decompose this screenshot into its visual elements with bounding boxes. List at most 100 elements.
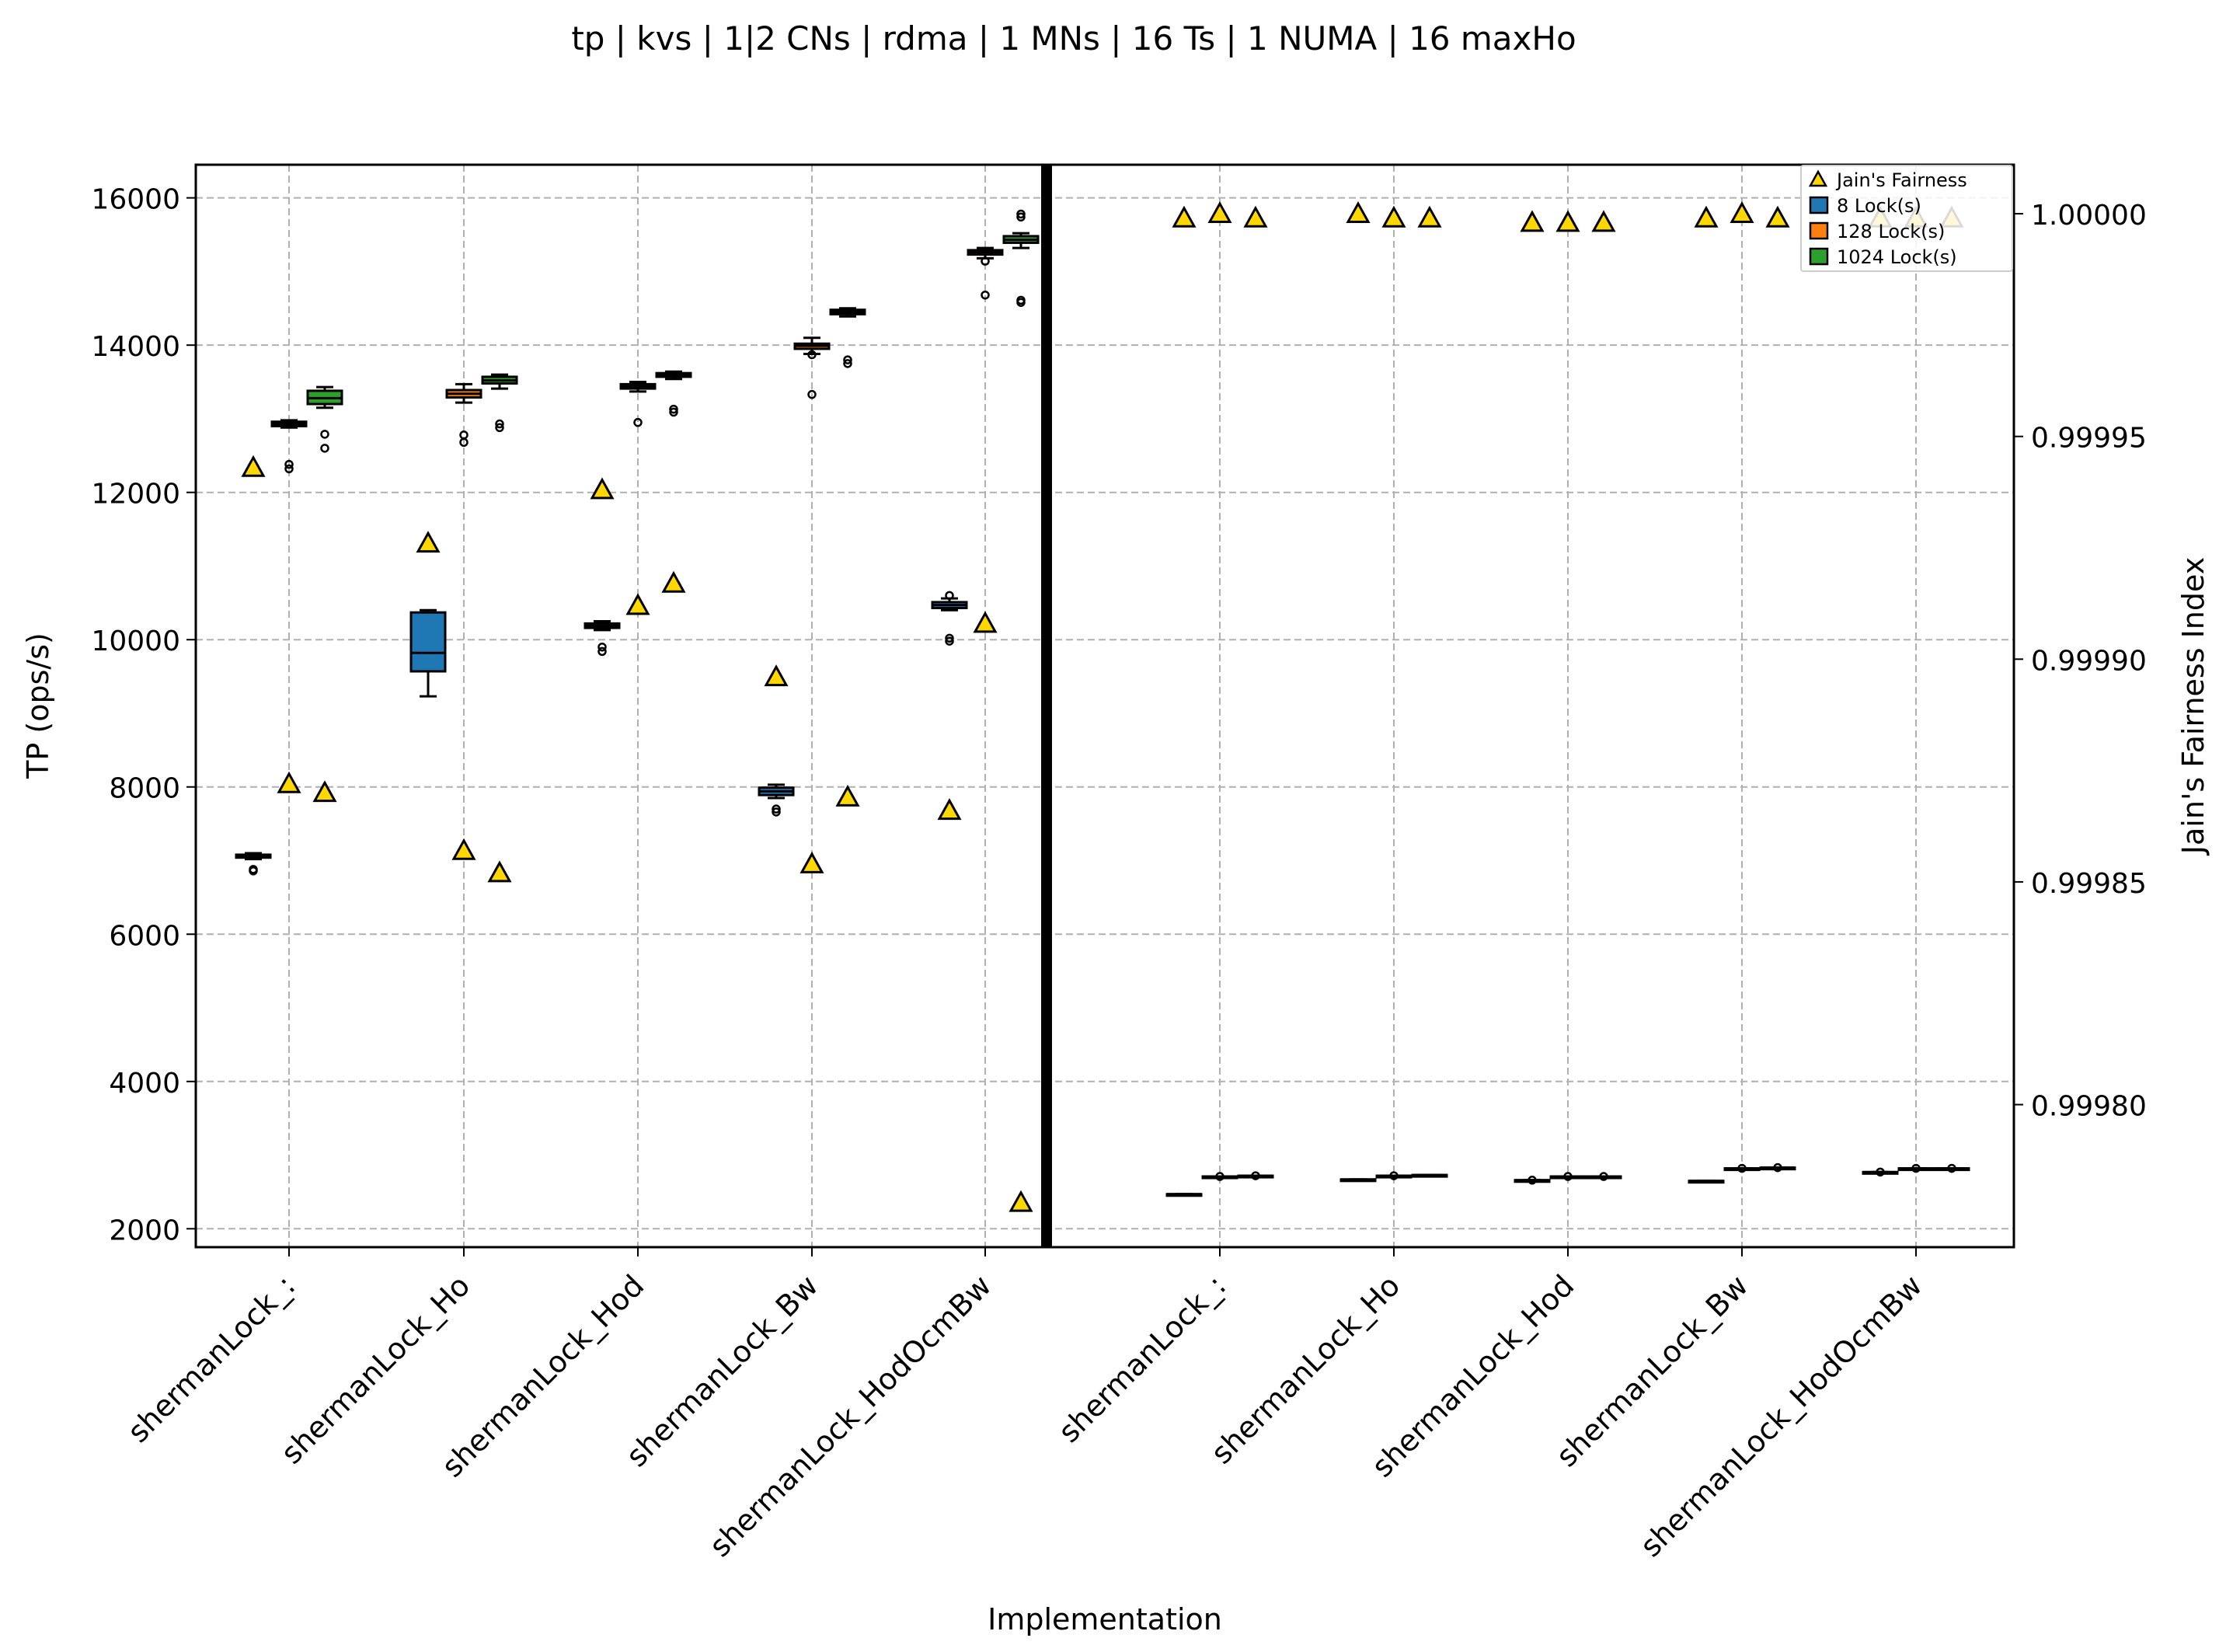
x-tick-label: shermanLock_Bw — [1549, 1268, 1754, 1473]
box-outlier — [843, 359, 852, 368]
fairness-marker — [1730, 200, 1754, 223]
fairness-marker — [1346, 200, 1371, 223]
fairness-marker — [1381, 205, 1406, 228]
fairness-marker — [1207, 200, 1232, 223]
box-outlier — [772, 804, 781, 814]
plot-marks — [235, 200, 1970, 1212]
box-outlier — [597, 647, 607, 657]
chart-title: tp | kvs | 1|2 CNs | rdma | 1 MNs | 16 T… — [571, 19, 1576, 58]
box-outlier — [669, 407, 678, 417]
box-outlier — [284, 459, 294, 469]
fairness-marker — [1555, 210, 1580, 232]
y-right-tick-label: 0.99995 — [2031, 423, 2147, 455]
legend-box — [1800, 165, 2013, 272]
box-outlier — [981, 256, 990, 266]
legend-marker-square — [1809, 221, 1829, 240]
fairness-marker — [1417, 205, 1442, 228]
x-tick-label: shermanLock_HodOcmBw — [1634, 1268, 1929, 1563]
box-outlier — [1876, 1167, 1885, 1177]
fairness-marker — [277, 771, 301, 793]
fairness-marker — [1694, 205, 1719, 228]
fairness-marker — [241, 455, 266, 477]
x-tick-label: shermanLock_: — [1052, 1268, 1233, 1449]
y-axis-label: TP (ops/s) — [21, 633, 55, 779]
fairness-marker — [799, 851, 824, 873]
fairness-marker — [937, 798, 962, 821]
y-tick-label: 16000 — [91, 184, 180, 216]
y-right-tick-label: 0.99990 — [2031, 645, 2147, 677]
legend: Jain's Fairness 8 Lock(s) 128 Lock(s) 1024 … — [1800, 165, 2013, 272]
box-outlier — [597, 642, 607, 652]
box-outlier — [1016, 209, 1026, 219]
box-outlier — [1016, 212, 1026, 222]
fairness-marker — [661, 570, 686, 593]
box-outlier — [1911, 1163, 1921, 1173]
x-tick-label: shermanLock_HodOcmBw — [703, 1268, 998, 1563]
y-right-tick-label: 1.00000 — [2031, 200, 2147, 232]
x-tick-label: shermanLock_Bw — [619, 1268, 824, 1473]
fairness-marker — [312, 780, 337, 803]
box-outlier — [772, 807, 781, 817]
box-outlier — [669, 404, 678, 414]
box-outlier — [1389, 1171, 1399, 1180]
fairness-marker — [1765, 205, 1790, 228]
legend-marker-square — [1809, 247, 1829, 266]
y-right-tick-label: 0.99980 — [2031, 1091, 2147, 1123]
x-axis-label: Implementation — [988, 1602, 1222, 1636]
y-axis-right-label: Jain's Fairness Index — [2176, 557, 2210, 856]
fairness-marker — [764, 664, 789, 687]
box-outlier — [1737, 1163, 1747, 1173]
y-tick-label: 8000 — [109, 773, 180, 805]
legend-label: 8 Lock(s) — [1837, 195, 1921, 217]
legend-label: Jain's Fairness — [1835, 169, 1967, 191]
legend-label: 1024 Lock(s) — [1837, 246, 1957, 268]
fairness-marker — [1591, 210, 1616, 232]
box-outlier — [1773, 1162, 1782, 1173]
box-outlier — [945, 633, 954, 643]
fairness-marker — [1520, 210, 1545, 232]
fairness-marker — [625, 593, 650, 615]
plot-frame — [194, 163, 2015, 1249]
y-tick-label: 10000 — [91, 626, 180, 657]
fairness-marker — [1008, 1190, 1033, 1212]
legend-marker-triangle — [1808, 169, 1828, 187]
box-outlier — [1599, 1172, 1608, 1181]
fairness-marker — [973, 611, 998, 633]
box-outlier — [807, 350, 817, 360]
y-tick-label: 2000 — [109, 1215, 180, 1246]
box-outlier — [459, 430, 469, 440]
box-outlier — [495, 419, 504, 429]
y-tick-label: 6000 — [109, 920, 180, 952]
fairness-marker — [590, 477, 615, 500]
x-tick-label: shermanLock_: — [121, 1268, 302, 1449]
x-tick-label: shermanLock_Ho — [274, 1268, 476, 1470]
box-outlier — [633, 417, 643, 427]
box-outlier — [495, 423, 504, 433]
box-outlier — [1528, 1176, 1537, 1185]
axes: 2000 4000 6000 8000 10000 12000 14000 16000 0.99… — [91, 184, 2146, 1563]
box-outlier — [1947, 1163, 1956, 1173]
box-outlier — [807, 389, 817, 399]
y-right-tick-label: 0.99985 — [2031, 868, 2147, 900]
box-outlier — [320, 444, 329, 453]
box-outlier — [981, 290, 990, 300]
fairness-marker — [1172, 205, 1197, 228]
y-tick-label: 14000 — [91, 331, 180, 363]
box-outlier — [284, 464, 294, 474]
box-outlier — [843, 355, 852, 364]
y-tick-label: 4000 — [109, 1068, 180, 1100]
box-body — [409, 611, 447, 673]
box-outlier — [1215, 1172, 1224, 1181]
x-tick-label: shermanLock_Ho — [1204, 1268, 1406, 1470]
box-outlier — [249, 865, 258, 874]
fairness-marker — [835, 784, 860, 807]
box-outlier — [1251, 1171, 1260, 1180]
box-outlier — [320, 430, 329, 439]
box-outlier — [1563, 1172, 1573, 1181]
box-outlier — [945, 636, 954, 646]
y-tick-label: 12000 — [91, 479, 180, 511]
fairness-marker — [487, 860, 512, 883]
fairness-marker — [416, 531, 441, 553]
box-outlier — [1016, 295, 1026, 305]
